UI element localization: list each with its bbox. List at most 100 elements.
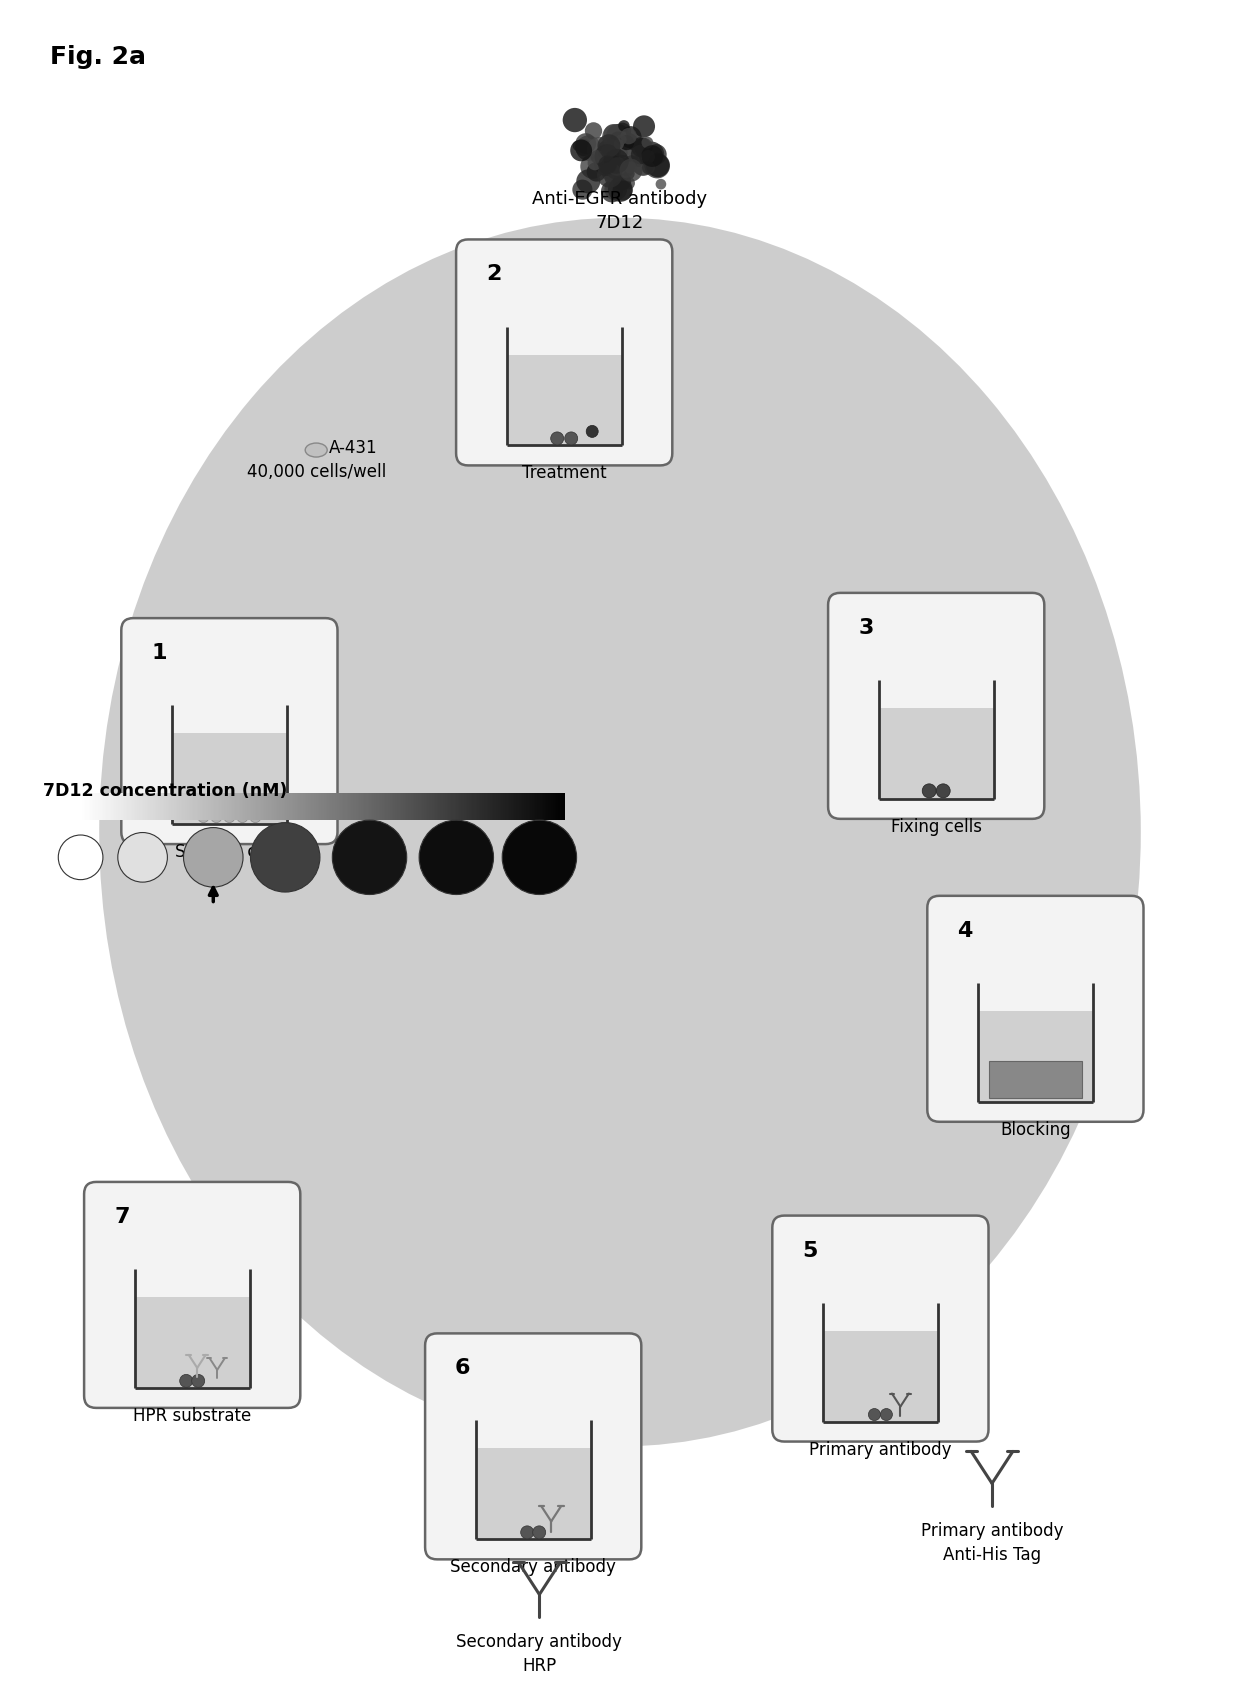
Bar: [490, 794, 492, 821]
Circle shape: [642, 161, 655, 175]
Bar: [448, 794, 451, 821]
Bar: [162, 794, 165, 821]
Bar: [511, 794, 513, 821]
Bar: [270, 794, 274, 821]
Circle shape: [575, 136, 601, 161]
Bar: [444, 794, 446, 821]
Bar: [93, 794, 97, 821]
Bar: [273, 794, 275, 821]
Bar: [227, 794, 229, 821]
Circle shape: [616, 133, 639, 156]
Bar: [257, 794, 259, 821]
Bar: [388, 794, 391, 821]
Circle shape: [631, 138, 651, 158]
Bar: [237, 794, 239, 821]
Bar: [250, 794, 253, 821]
Bar: [541, 794, 543, 821]
Circle shape: [573, 180, 593, 200]
Bar: [495, 794, 497, 821]
Bar: [532, 794, 534, 821]
Circle shape: [880, 1410, 893, 1421]
Circle shape: [563, 109, 587, 133]
Circle shape: [613, 173, 631, 192]
Text: Seeding cells: Seeding cells: [175, 843, 284, 861]
Bar: [236, 794, 238, 821]
Circle shape: [620, 160, 642, 183]
Bar: [554, 794, 557, 821]
Circle shape: [551, 432, 564, 446]
Bar: [169, 794, 172, 821]
Bar: [543, 794, 546, 821]
Bar: [399, 794, 403, 821]
Circle shape: [594, 145, 620, 170]
Bar: [487, 794, 490, 821]
Bar: [990, 1061, 1081, 1098]
Text: 3: 3: [858, 617, 873, 637]
Bar: [491, 794, 495, 821]
Bar: [81, 794, 83, 821]
Circle shape: [580, 155, 605, 180]
Circle shape: [564, 432, 578, 446]
Bar: [409, 794, 412, 821]
Bar: [254, 794, 258, 821]
Bar: [160, 794, 162, 821]
Circle shape: [634, 138, 652, 158]
Circle shape: [595, 151, 610, 165]
Text: HRP: HRP: [522, 1657, 557, 1675]
Bar: [374, 794, 377, 821]
Bar: [432, 794, 435, 821]
Bar: [446, 794, 449, 821]
Circle shape: [594, 153, 619, 177]
Text: Blocking: Blocking: [1001, 1120, 1070, 1139]
Bar: [822, 1330, 937, 1421]
Bar: [286, 794, 290, 821]
Bar: [279, 794, 281, 821]
Bar: [299, 794, 301, 821]
Bar: [474, 794, 476, 821]
Text: 5: 5: [802, 1240, 817, 1260]
Bar: [404, 794, 407, 821]
Bar: [322, 794, 325, 821]
Bar: [343, 794, 346, 821]
Bar: [233, 794, 237, 821]
Bar: [377, 794, 379, 821]
Text: Anti-His Tag: Anti-His Tag: [942, 1546, 1042, 1564]
Bar: [124, 794, 126, 821]
Bar: [408, 794, 410, 821]
Bar: [198, 794, 201, 821]
Bar: [117, 794, 119, 821]
Circle shape: [590, 151, 604, 165]
Bar: [91, 794, 93, 821]
Bar: [268, 794, 270, 821]
Bar: [192, 794, 195, 821]
Bar: [423, 794, 425, 821]
Circle shape: [587, 163, 606, 182]
Bar: [205, 794, 207, 821]
Circle shape: [598, 143, 611, 156]
Circle shape: [601, 182, 622, 204]
Bar: [186, 794, 188, 821]
Bar: [149, 794, 151, 821]
Circle shape: [575, 140, 593, 156]
Bar: [460, 794, 463, 821]
Bar: [211, 794, 213, 821]
Bar: [521, 794, 523, 821]
Bar: [112, 794, 114, 821]
Bar: [133, 794, 135, 821]
Bar: [203, 794, 206, 821]
Bar: [520, 794, 522, 821]
Text: 7D12 concentration (nM): 7D12 concentration (nM): [43, 782, 288, 799]
Bar: [171, 794, 174, 821]
Text: 7: 7: [114, 1206, 130, 1226]
Bar: [98, 794, 100, 821]
Circle shape: [632, 155, 645, 168]
Bar: [455, 794, 458, 821]
Circle shape: [58, 836, 103, 880]
Bar: [347, 794, 350, 821]
Bar: [172, 794, 175, 821]
Bar: [100, 794, 103, 821]
Bar: [109, 794, 113, 821]
Circle shape: [616, 158, 635, 177]
Bar: [221, 794, 223, 821]
Bar: [451, 794, 454, 821]
